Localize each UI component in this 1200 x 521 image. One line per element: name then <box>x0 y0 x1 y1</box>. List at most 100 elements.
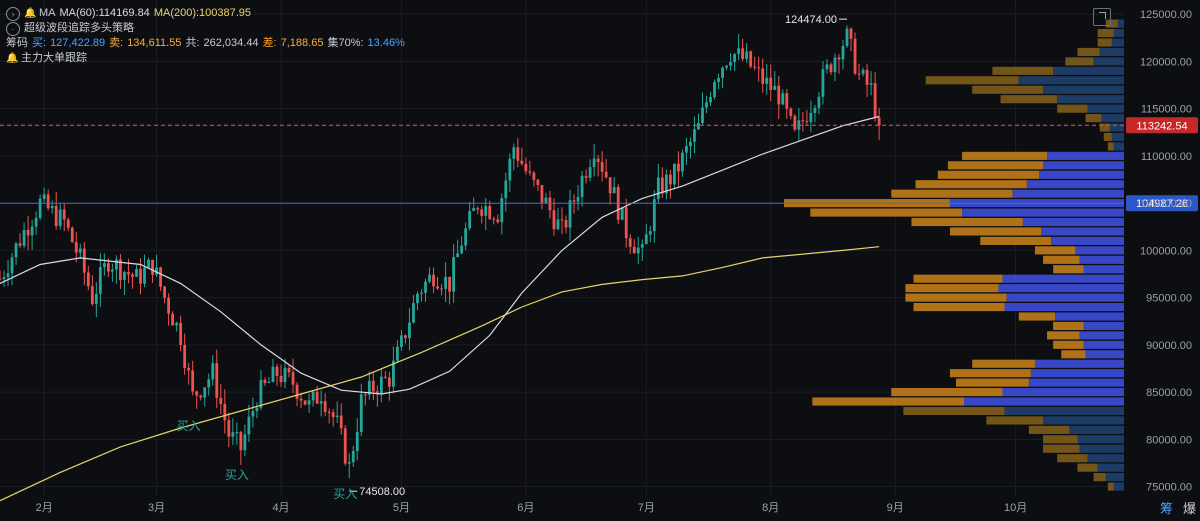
candle-body <box>532 172 536 180</box>
candle-body <box>556 219 560 230</box>
candle-body <box>693 129 696 142</box>
profile-buy-bar <box>964 397 1124 406</box>
candle-body <box>689 141 692 147</box>
candle-body <box>223 403 227 421</box>
candle-body <box>315 391 319 404</box>
profile-sell-bar <box>1105 19 1118 28</box>
bell-icon[interactable]: 🔔 <box>24 8 37 19</box>
candle-body <box>861 69 865 74</box>
profile-buy-bar <box>1079 255 1124 264</box>
candle-body <box>6 273 10 278</box>
profile-sell-bar <box>1093 473 1106 482</box>
collapse-icon[interactable]: › <box>6 6 20 21</box>
candle-body <box>717 77 720 82</box>
profile-buy-bar <box>1087 104 1124 113</box>
candle-body <box>227 420 231 437</box>
candle-body <box>440 288 443 290</box>
candle-body <box>825 64 829 70</box>
x-tick-label: 8月 <box>762 502 779 514</box>
candle-body <box>90 286 94 305</box>
candle-body <box>18 243 22 246</box>
total-value: 262,034.44 <box>203 37 259 49</box>
x-tick-label: 6月 <box>517 502 534 514</box>
profile-sell-bar <box>911 217 1023 227</box>
bell-icon[interactable]: 🔔 <box>6 53 19 64</box>
tab-burst[interactable]: 爆 <box>1182 501 1196 516</box>
profile-sell-bar <box>1077 47 1100 57</box>
candle-body <box>713 81 716 98</box>
candle-body <box>785 93 789 109</box>
candle-body <box>741 48 745 60</box>
profile-buy-bar <box>1002 388 1124 397</box>
y-tick-label: 110000.00 <box>1141 151 1192 163</box>
candle-body <box>584 176 588 178</box>
profile-sell-bar <box>1053 340 1084 349</box>
candle-body <box>452 257 456 292</box>
candle-body <box>78 248 82 253</box>
candle-body <box>355 431 359 452</box>
candle-body <box>243 434 247 451</box>
candle-body <box>379 376 383 395</box>
profile-buy-bar <box>1041 227 1124 236</box>
expand-icon[interactable] <box>1093 8 1111 26</box>
candle-body <box>757 67 761 69</box>
candle-body <box>701 107 704 123</box>
candle-body <box>0 278 2 280</box>
buy-signal-label: 买入 <box>177 419 201 433</box>
candle-body <box>86 272 90 287</box>
settings-icon[interactable]: · <box>6 21 20 36</box>
profile-sell-bar <box>1077 463 1098 472</box>
profile-sell-bar <box>972 85 1044 94</box>
candle-body <box>528 171 532 173</box>
candle-body <box>845 28 849 47</box>
candle-body <box>829 64 833 73</box>
candle-body <box>612 186 616 194</box>
candle-body <box>199 395 203 398</box>
candle-body <box>668 174 672 185</box>
candle-body <box>600 162 604 172</box>
candle-body <box>480 209 484 216</box>
profile-buy-bar <box>1111 132 1124 142</box>
profile-sell-bar <box>1107 482 1114 491</box>
indicator-name[interactable]: MA <box>39 7 56 19</box>
candle-body <box>420 292 423 294</box>
candle-body <box>516 147 520 161</box>
candle-body <box>70 227 74 243</box>
candle-body <box>592 158 596 168</box>
candle-body <box>424 281 427 293</box>
candle-body <box>58 209 62 227</box>
profile-buy-bar <box>1039 170 1124 179</box>
profile-sell-bar <box>905 293 1007 302</box>
profile-sell-bar <box>1057 104 1088 113</box>
profile-buy-bar <box>1113 29 1124 38</box>
candle-body <box>74 242 78 253</box>
tracking-name[interactable]: 主力大单跟踪 <box>21 52 87 64</box>
candle-body <box>375 391 379 395</box>
candle-body <box>191 370 195 392</box>
candle-body <box>604 171 608 178</box>
candle-body <box>761 68 765 84</box>
candle-body <box>520 160 524 164</box>
ma200-value: MA(200):100387.95 <box>153 7 252 19</box>
profile-buy-bar <box>1093 57 1124 66</box>
sell-label: 卖: <box>109 37 124 49</box>
strategy-name[interactable]: 超级波段追踪多头策略 <box>24 22 134 34</box>
candle-body <box>396 346 399 361</box>
conc-value: 13.46% <box>367 37 405 49</box>
profile-buy-bar <box>1012 189 1124 198</box>
tab-chips[interactable]: 筹 <box>1159 501 1173 516</box>
candle-body <box>648 231 652 235</box>
y-tick-label: 75000.00 <box>1146 482 1192 494</box>
candle-body <box>636 247 640 254</box>
profile-buy-bar <box>1099 47 1124 57</box>
current-price-tag <box>1126 117 1198 134</box>
candle-body <box>151 259 154 275</box>
candle-body <box>247 416 251 435</box>
candle-body <box>697 122 700 130</box>
candle-body <box>733 54 737 62</box>
x-tick-label: 5月 <box>393 502 410 514</box>
candle-body <box>753 66 757 68</box>
profile-buy-bar <box>1117 19 1124 28</box>
x-tick-label: 9月 <box>887 502 904 514</box>
